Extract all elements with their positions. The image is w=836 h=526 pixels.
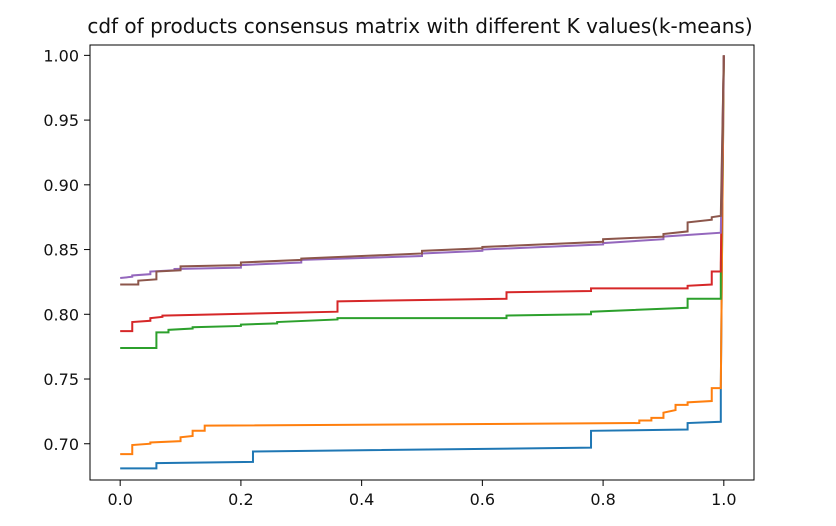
y-axis: 0.70 0.75 0.80 0.85 0.90 0.95 1.00 — [43, 46, 90, 454]
x-tick-label: 0.2 — [228, 490, 253, 509]
y-tick-label: 0.90 — [43, 176, 79, 195]
plot-frame — [89, 44, 755, 481]
series-line-6 — [120, 55, 725, 286]
series-layer — [120, 55, 725, 470]
y-tick-label: 0.70 — [43, 435, 79, 454]
y-tick-label: 0.80 — [43, 305, 79, 324]
x-tick-label: 0.6 — [470, 490, 495, 509]
x-tick-label: 1.0 — [711, 490, 736, 509]
x-tick-label: 0.4 — [349, 490, 374, 509]
series-line-4 — [120, 55, 725, 333]
x-axis: 0.0 0.2 0.4 0.6 0.8 1.0 — [107, 480, 737, 509]
x-tick-label: 0.8 — [590, 490, 615, 509]
y-tick-label: 0.85 — [43, 241, 79, 260]
series-line-3 — [120, 55, 725, 349]
y-tick-label: 0.95 — [43, 111, 79, 130]
y-tick-label: 0.75 — [43, 370, 79, 389]
series-line-2 — [120, 55, 725, 456]
series-line-1 — [120, 55, 725, 470]
x-tick-label: 0.0 — [107, 490, 132, 509]
chart-title: cdf of products consensus matrix with di… — [87, 14, 752, 38]
y-tick-label: 1.00 — [43, 46, 79, 65]
series-line-5 — [120, 55, 725, 280]
